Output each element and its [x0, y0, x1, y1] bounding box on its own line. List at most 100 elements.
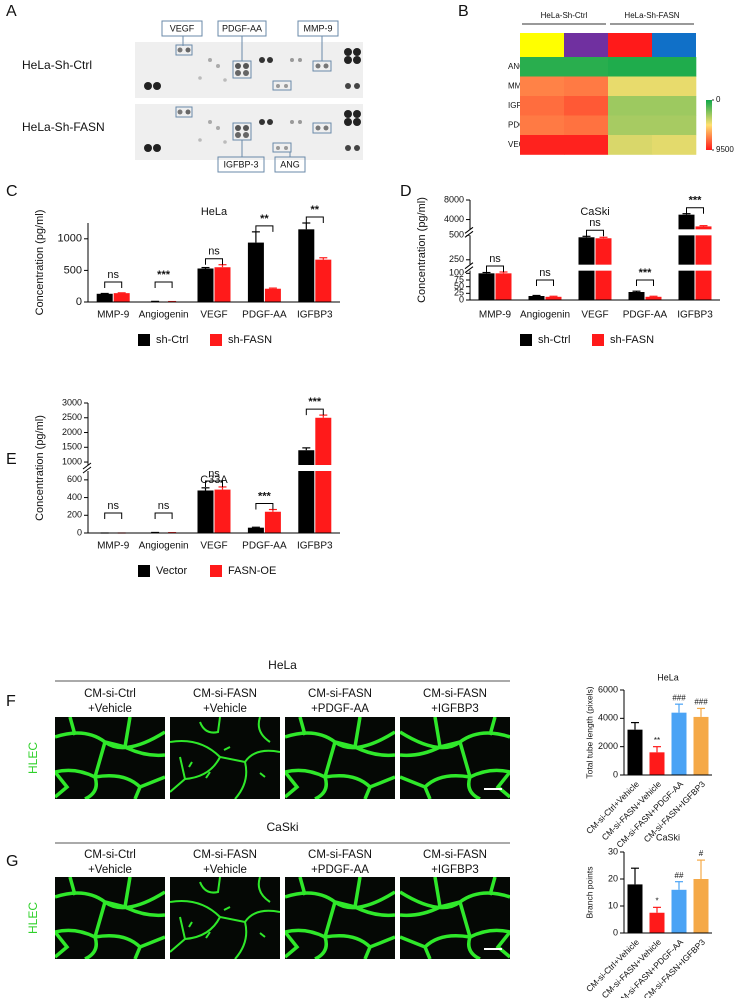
axis-break-mark — [464, 266, 474, 274]
bar — [627, 884, 643, 933]
significance-label: ns — [107, 269, 119, 281]
x-tick-label: IGFBP3 — [297, 541, 333, 552]
heat-cell — [652, 57, 697, 77]
y-tick-label: 3000 — [62, 397, 82, 407]
panel-label: D — [400, 183, 412, 200]
y-tick-label: 500 — [64, 264, 82, 276]
micrograph — [55, 717, 165, 799]
axis-break-mask — [82, 465, 340, 471]
y-tick-label: 600 — [67, 474, 82, 484]
y-tick-label: 30 — [608, 846, 618, 856]
significance-label: * — [655, 896, 658, 905]
significance-bracket — [636, 279, 654, 286]
significance-label: *** — [639, 267, 653, 279]
bar — [495, 273, 512, 300]
micrograph — [285, 717, 395, 799]
micrograph — [285, 877, 395, 959]
panel-label: C — [6, 183, 18, 200]
significance-label: *** — [689, 195, 703, 207]
group-color — [564, 33, 608, 57]
condition-label: CM-si-FASN — [308, 688, 372, 700]
bar — [247, 527, 264, 533]
condition-label: CM-si-Ctrl — [84, 688, 136, 700]
bar — [628, 292, 645, 300]
callout: IGFBP-3 — [223, 159, 258, 169]
micrograph-title: CaSki — [266, 820, 298, 834]
y-tick-label: 6000 — [598, 684, 618, 694]
cell-label: HLEC — [26, 902, 40, 934]
bar — [197, 490, 214, 533]
y-tick-label: 50 — [454, 281, 464, 291]
bar — [693, 716, 709, 775]
y-tick-label: 8000 — [444, 194, 464, 204]
bar — [264, 288, 281, 302]
condition-label: +PDGF-AA — [311, 864, 369, 876]
chart-title: HeLa — [657, 672, 679, 682]
callout-frames — [161, 20, 339, 173]
significance-bracket — [305, 216, 324, 223]
x-tick-label: MMP-9 — [97, 541, 130, 552]
y-tick-label: 400 — [67, 492, 82, 502]
heat-cell — [520, 135, 565, 155]
significance-label: ### — [694, 698, 708, 707]
axis-break-mark — [82, 466, 92, 474]
condition-label: CM-si-FASN — [193, 849, 257, 861]
bar — [197, 268, 214, 302]
y-tick-label: 4000 — [598, 713, 618, 723]
significance-bracket — [205, 480, 223, 487]
blot-row-label: HeLa-Sh-FASN — [22, 120, 105, 134]
heat-cell — [520, 76, 565, 97]
y-axis-label: Concentration (pg/ml) — [34, 210, 46, 316]
bar — [695, 226, 712, 300]
significance-bracket — [586, 229, 604, 237]
significance-label: *** — [308, 396, 322, 408]
heat-cell — [608, 135, 653, 155]
significance-label: ### — [672, 693, 686, 702]
y-tick-label: 2000 — [598, 741, 618, 751]
group-color — [520, 33, 564, 57]
heat-cell — [520, 57, 565, 77]
significance-label: *** — [157, 269, 171, 281]
condition-label: +IGFBP3 — [431, 703, 479, 715]
condition-label: +Vehicle — [203, 864, 247, 876]
significance-bracket — [305, 408, 324, 416]
significance-bracket — [205, 258, 223, 265]
legend-label: sh-Ctrl — [156, 334, 188, 346]
panel-label: B — [458, 3, 469, 20]
y-tick-label: 0 — [613, 927, 618, 937]
chart-title: CaSki — [580, 206, 609, 218]
heat-cell — [652, 115, 697, 136]
heat-cell — [564, 96, 609, 116]
y-tick-label: 1000 — [62, 456, 82, 466]
callout: MMP-9 — [304, 23, 333, 33]
significance-bracket — [104, 512, 123, 519]
row-label: VEGF — [508, 140, 530, 149]
y-tick-label: 20 — [608, 873, 618, 883]
x-tick-label: MMP-9 — [97, 310, 130, 321]
array-blots: HeLa-Sh-Ctrl HeLa-Sh-FASN VEGF PDGF-AA M… — [22, 20, 363, 173]
micrograph — [400, 877, 510, 959]
y-tick-label: 250 — [449, 254, 464, 264]
legend-label: Vector — [156, 565, 188, 577]
heat-cell — [652, 135, 697, 155]
legend-swatch — [520, 334, 532, 346]
significance-label: ## — [675, 871, 684, 880]
y-tick-label: 2000 — [62, 427, 82, 437]
bar — [214, 489, 231, 533]
x-tick-label: Angiogenin — [139, 310, 189, 321]
cell-label: HLEC — [26, 742, 40, 774]
callout: VEGF — [170, 23, 195, 33]
x-tick-label: IGFBP3 — [677, 310, 713, 321]
axis-break-mask — [464, 229, 720, 236]
callout: PDGF-AA — [222, 23, 262, 33]
y-tick-label: 500 — [449, 230, 464, 240]
micrograph — [400, 717, 510, 799]
x-tick-label: PDGF-AA — [242, 541, 287, 552]
bar — [627, 729, 643, 775]
y-axis-label: Total tube length (pixels) — [584, 686, 594, 778]
condition-label: +PDGF-AA — [311, 703, 369, 715]
heat-cell — [520, 96, 565, 116]
heat-cell — [564, 57, 609, 77]
bar — [247, 242, 264, 302]
x-tick-label: VEGF — [200, 541, 227, 552]
